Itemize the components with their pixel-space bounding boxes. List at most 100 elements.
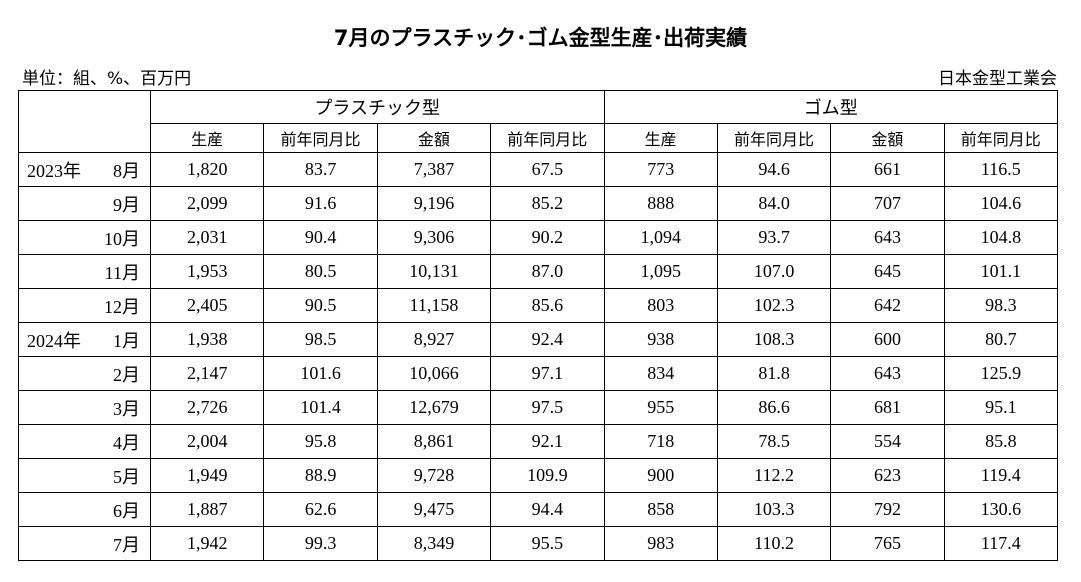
data-cell: 110.2 [716, 526, 832, 561]
data-cell: 938 [603, 322, 718, 357]
data-cell: 95.5 [490, 526, 605, 561]
month-label: 9月 [113, 194, 140, 215]
data-cell: 102.3 [716, 288, 832, 323]
column-header: 前年同月比 [943, 123, 1059, 153]
data-cell: 1,094 [603, 220, 718, 255]
data-cell: 2,004 [149, 424, 265, 459]
table-row: 4月 2,004 95.8 8,861 92.1 718 78.5 554 85.8 [18, 424, 1059, 459]
table-row: 3月 2,726 101.4 12,679 97.5 955 86.6 681 95.1 [18, 390, 1059, 425]
data-cell: 600 [830, 322, 945, 357]
month-label: 7月 [113, 534, 140, 555]
data-cell: 707 [830, 186, 945, 221]
data-cell: 86.6 [716, 390, 832, 425]
data-cell: 101.4 [263, 390, 378, 425]
data-cell: 12,679 [376, 390, 492, 425]
data-cell: 2,147 [149, 356, 265, 391]
data-cell: 11,158 [376, 288, 492, 323]
data-cell: 8,349 [376, 526, 492, 561]
data-cell: 2,031 [149, 220, 265, 255]
month-label: 12月 [104, 296, 140, 317]
row-label: 2024年 1月 [18, 322, 151, 357]
data-cell: 109.9 [490, 458, 605, 493]
data-cell: 718 [603, 424, 718, 459]
row-label: 2月 [18, 356, 151, 391]
data-cell: 108.3 [716, 322, 832, 357]
data-cell: 90.4 [263, 220, 378, 255]
row-label: 3月 [18, 390, 151, 425]
data-cell: 681 [830, 390, 945, 425]
data-cell: 78.5 [716, 424, 832, 459]
data-cell: 99.3 [263, 526, 378, 561]
data-cell: 8,861 [376, 424, 492, 459]
data-cell: 107.0 [716, 254, 832, 289]
column-header: 前年同月比 [490, 123, 605, 153]
table-row: 5月 1,949 88.9 9,728 109.9 900 112.2 623 119.4 [18, 458, 1059, 493]
row-label: 10月 [18, 220, 151, 255]
row-label: 12月 [18, 288, 151, 323]
data-cell: 101.6 [263, 356, 378, 391]
data-cell: 93.7 [716, 220, 832, 255]
data-cell: 103.3 [716, 492, 832, 527]
month-label: 1月 [113, 330, 140, 351]
data-cell: 2,726 [149, 390, 265, 425]
data-cell: 101.1 [943, 254, 1059, 289]
month-label: 2月 [113, 364, 140, 385]
data-cell: 67.5 [490, 152, 605, 187]
row-label: 2023年 8月 [18, 152, 151, 187]
data-table: プラスチック型 ゴム型 生産 前年同月比 金額 前年同月比 生産 前年同月比 金額 前年同月比 … [18, 90, 1059, 561]
data-cell: 1,949 [149, 458, 265, 493]
data-cell: 90.2 [490, 220, 605, 255]
row-label: 6月 [18, 492, 151, 527]
corner-cell [18, 90, 151, 153]
year-label: 2024年 [27, 330, 81, 351]
row-label: 7月 [18, 526, 151, 561]
data-cell: 92.4 [490, 322, 605, 357]
month-label: 8月 [113, 160, 140, 181]
data-cell: 2,405 [149, 288, 265, 323]
column-header: 前年同月比 [263, 123, 378, 153]
data-cell: 85.6 [490, 288, 605, 323]
data-cell: 1,953 [149, 254, 265, 289]
group-header: プラスチック型 [150, 90, 605, 124]
data-cell: 88.9 [263, 458, 378, 493]
year-label: 2023年 [27, 160, 81, 181]
column-header: 金額 [830, 123, 945, 153]
data-cell: 9,196 [376, 186, 492, 221]
row-label: 9月 [18, 186, 151, 221]
row-label: 5月 [18, 458, 151, 493]
data-cell: 104.8 [943, 220, 1059, 255]
data-cell: 803 [603, 288, 718, 323]
data-cell: 1,938 [149, 322, 265, 357]
row-label: 11月 [18, 254, 151, 289]
month-label: 6月 [113, 500, 140, 521]
data-cell: 9,728 [376, 458, 492, 493]
data-cell: 661 [830, 152, 945, 187]
data-cell: 125.9 [943, 356, 1059, 391]
data-cell: 858 [603, 492, 718, 527]
data-cell: 8,927 [376, 322, 492, 357]
table-row: 10月 2,031 90.4 9,306 90.2 1,094 93.7 643 104.8 [18, 220, 1059, 255]
column-header: 生産 [603, 123, 718, 153]
data-cell: 92.1 [490, 424, 605, 459]
data-cell: 765 [830, 526, 945, 561]
data-cell: 792 [830, 492, 945, 527]
data-cell: 773 [603, 152, 718, 187]
data-cell: 97.5 [490, 390, 605, 425]
data-cell: 834 [603, 356, 718, 391]
data-cell: 1,887 [149, 492, 265, 527]
data-cell: 104.6 [943, 186, 1059, 221]
data-cell: 130.6 [943, 492, 1059, 527]
data-cell: 80.7 [943, 322, 1059, 357]
data-cell: 83.7 [263, 152, 378, 187]
data-cell: 983 [603, 526, 718, 561]
data-cell: 95.1 [943, 390, 1059, 425]
data-cell: 90.5 [263, 288, 378, 323]
month-label: 4月 [113, 432, 140, 453]
data-cell: 2,099 [149, 186, 265, 221]
table-row: 2月 2,147 101.6 10,066 97.1 834 81.8 643 125.9 [18, 356, 1059, 391]
data-cell: 10,066 [376, 356, 492, 391]
month-label: 3月 [113, 398, 140, 419]
data-cell: 10,131 [376, 254, 492, 289]
table-row: 9月 2,099 91.6 9,196 85.2 888 84.0 707 104.6 [18, 186, 1059, 221]
source: 日本金型工業会 [938, 69, 1057, 89]
